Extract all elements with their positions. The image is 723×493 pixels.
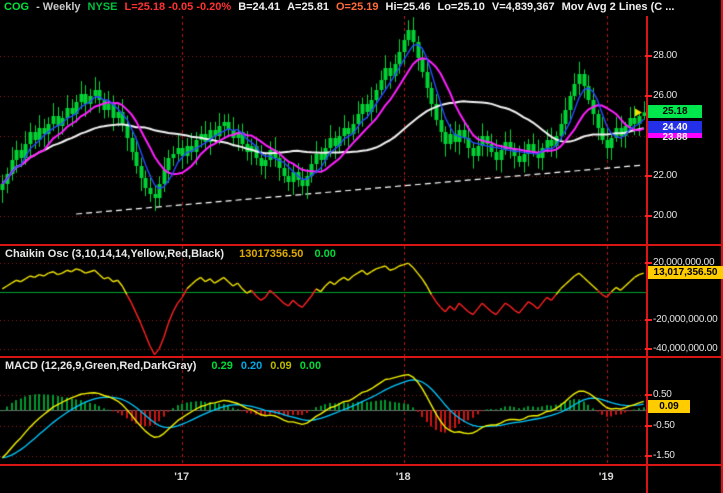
chaikin-value: 13017356.50 xyxy=(239,248,304,260)
axis-tickmark xyxy=(645,55,652,57)
chaikin-value-badge: 13,017,356.50 xyxy=(648,266,723,280)
macd-panel-canvas[interactable] xyxy=(0,358,646,464)
quote-field: O=25.19 xyxy=(336,1,379,13)
quote-field: B=24.41 xyxy=(238,1,281,13)
price-badge: 23.88 xyxy=(662,132,688,144)
macd-axis-label: 0.50 xyxy=(653,388,672,400)
right-axis-scale[interactable]: 28.00 26.00 22.00 20.00 25.18 24.40 23.88 20,00… xyxy=(645,0,723,493)
quote-field: COG xyxy=(4,1,30,13)
quote-field: A=25.81 xyxy=(287,1,329,13)
price-axis-label: 22.00 xyxy=(653,170,678,181)
quote-field: Mov Avg 2 Lines (C ... xyxy=(561,1,675,13)
macd-readout-value: 0.09 xyxy=(270,360,292,372)
price-axis-label: 26.00 xyxy=(653,90,678,101)
quote-field: V=4,839,367 xyxy=(491,1,555,13)
macd-indicator-header[interactable]: MACD (12,26,9,Green,Red,DarkGray) 0.29 0.… xyxy=(5,360,329,372)
quote-field: - Weekly xyxy=(36,1,81,13)
chaikin-indicator-header[interactable]: Chaikin Osc (3,10,14,14,Yellow,Red,Black… xyxy=(5,248,344,260)
axis-tickmark xyxy=(645,347,652,350)
price-panel-canvas[interactable] xyxy=(0,16,646,244)
macd-readout-value: 0.00 xyxy=(299,360,322,372)
panel-separator xyxy=(0,464,723,466)
time-axis: '17 '18 '19 xyxy=(0,466,646,493)
price-axis-label: 28.00 xyxy=(653,50,678,61)
scale-border-line xyxy=(646,16,648,493)
window-right-border xyxy=(721,0,723,493)
chaikin-panel-canvas[interactable] xyxy=(0,246,646,356)
axis-tickmark xyxy=(645,455,652,458)
chaikin-zero-value: 0.00 xyxy=(314,248,336,260)
macd-readout-value: 0.29 xyxy=(211,360,233,372)
macd-readout: 0.29 0.20 0.09 0.00 xyxy=(211,360,329,372)
year-label: '17 xyxy=(174,471,190,483)
axis-tickmark xyxy=(645,95,652,97)
panel-separator xyxy=(0,244,723,246)
quote-field: Lo=25.10 xyxy=(437,1,485,13)
axis-tickmark xyxy=(645,175,652,177)
chaikin-axis-label: -20,000,000.00 xyxy=(653,314,718,326)
price-badge: 25.18 xyxy=(648,105,702,119)
axis-tickmark xyxy=(645,319,652,322)
quote-header: COG - Weekly NYSE L=25.18 -0.05 -0.20% B=24.… xyxy=(4,1,723,16)
axis-tickmark xyxy=(645,424,652,427)
quote-field: NYSE xyxy=(87,1,118,13)
macd-value-badge: 0.09 xyxy=(648,400,690,414)
axis-tickmark xyxy=(645,262,652,265)
quote-field: L=25.18 -0.05 -0.20% xyxy=(124,1,232,13)
price-axis-label: 20.00 xyxy=(653,210,678,221)
chaikin-title: Chaikin Osc (3,10,14,14,Yellow,Red,Black… xyxy=(5,248,225,260)
macd-axis-label: -1.50 xyxy=(653,450,675,462)
macd-title: MACD (12,26,9,Green,Red,DarkGray) xyxy=(5,360,197,372)
chaikin-axis-label: 20,000,000.00 xyxy=(653,257,715,269)
macd-axis-label: -0.50 xyxy=(653,419,675,431)
axis-tickmark xyxy=(645,393,652,396)
axis-tickmark xyxy=(645,215,652,217)
panel-separator xyxy=(0,356,723,358)
price-badge: 24.40 xyxy=(648,121,702,134)
year-label: '19 xyxy=(598,471,614,483)
macd-readout-value: 0.20 xyxy=(240,360,263,372)
quote-field: Hi=25.46 xyxy=(385,1,431,13)
ma-marker-strip xyxy=(648,133,702,138)
year-label: '18 xyxy=(395,471,411,483)
chaikin-axis-label: -40,000,000.00 xyxy=(653,342,718,354)
